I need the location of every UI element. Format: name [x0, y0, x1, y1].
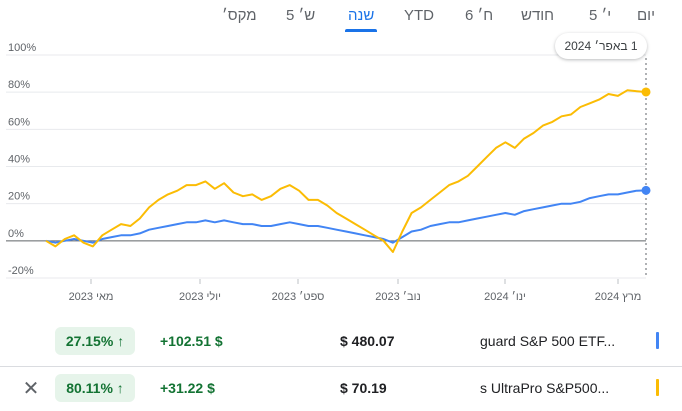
tab-max[interactable]: מקס׳ [222, 7, 257, 24]
percent-change-badge: 27.15% ↑ [55, 327, 135, 355]
close-icon[interactable]: ✕ [22, 378, 40, 400]
tab-1m[interactable]: חודש [521, 7, 555, 24]
percent-change-badge: 80.11% ↑ [55, 374, 135, 402]
arrow-up-icon: ↑ [116, 380, 124, 396]
y-tick-label: 100% [8, 42, 36, 54]
tab-5d[interactable]: 5 י׳ [589, 7, 612, 24]
series-line [45, 89, 647, 253]
date-tooltip: 1 באפר׳ 2024 [555, 33, 647, 59]
x-tick-label: נוב׳ 2023 [375, 290, 421, 303]
series-end-dot [641, 87, 651, 97]
series-line [45, 189, 647, 244]
series-color-swatch [656, 332, 659, 349]
tab-6m[interactable]: 6 ח׳ [465, 7, 494, 24]
tab-ytd[interactable]: YTD [404, 7, 434, 24]
security-name: s UltraPro S&P500... [480, 380, 610, 396]
arrow-up-icon: ↑ [117, 333, 125, 349]
price-change: +102.51 $ [160, 333, 223, 349]
comparison-row[interactable]: ✕ 80.11% ↑ +31.22 $ $ 70.19 s UltraPro S… [0, 366, 682, 411]
x-tick-label: יולי 2023 [179, 290, 221, 303]
comparison-chart[interactable]: 100% 80% 60% 40% 20% 0% -20% מאי 2023 יולי 2023… [0, 0, 682, 312]
series-end-dot [641, 185, 651, 195]
x-tick-label: מרץ 2024 [595, 291, 642, 303]
tab-1y[interactable]: שנה [344, 4, 378, 32]
y-tick-label: 0% [8, 228, 24, 240]
y-tick-label: 20% [8, 191, 30, 203]
price-change: +31.22 $ [160, 380, 215, 396]
x-tick-label: ספט׳ 2023 [272, 290, 325, 303]
price: $ 70.19 [340, 380, 387, 396]
comparison-row[interactable]: 27.15% ↑ +102.51 $ $ 480.07 guard S&P 50… [0, 320, 682, 362]
price: $ 480.07 [340, 333, 395, 349]
y-tick-label: 60% [8, 116, 30, 128]
range-tabs: יום 5 י׳ חודש 6 ח׳ YTD שנה 5 ש׳ מקס׳ [0, 4, 682, 32]
y-tick-label: 40% [8, 154, 30, 166]
tab-5y[interactable]: 5 ש׳ [286, 7, 316, 24]
x-tick-label: מאי 2023 [69, 291, 114, 303]
security-name: guard S&P 500 ETF... [480, 333, 616, 349]
tab-1d[interactable]: יום [637, 7, 655, 24]
y-tick-label: 80% [8, 79, 30, 91]
x-tick-label: ינו׳ 2024 [484, 290, 526, 303]
y-tick-label: -20% [8, 265, 34, 277]
series-color-swatch [656, 379, 659, 396]
